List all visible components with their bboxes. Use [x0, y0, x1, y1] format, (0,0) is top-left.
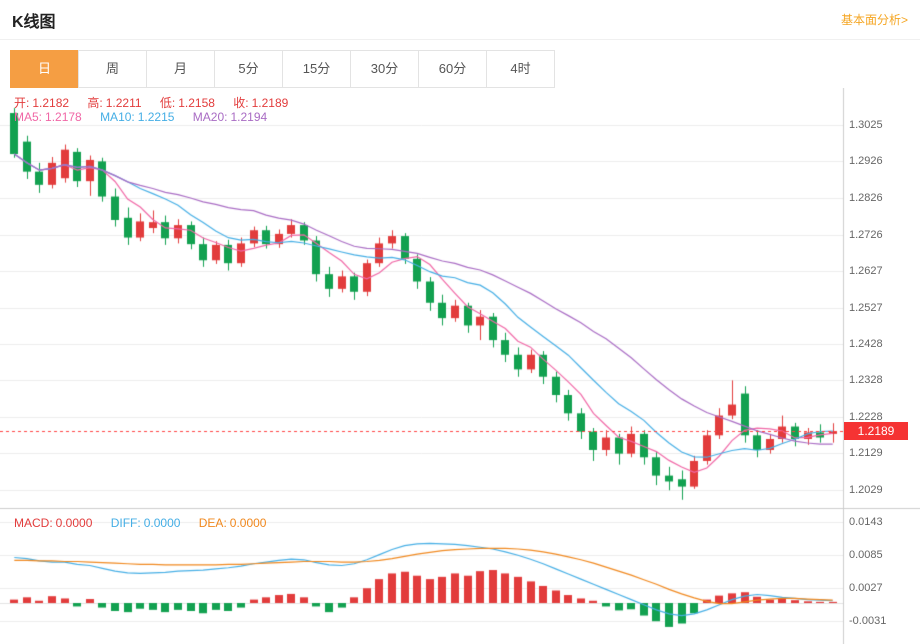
y-tick-label: 1.2029	[849, 484, 883, 496]
tab-60分[interactable]: 60分	[418, 50, 487, 88]
y-tick-label: 1.2627	[849, 265, 883, 277]
ma10-item: MA10: 1.2215	[100, 110, 177, 124]
macd-legend: MACD: 0.0000 DIFF: 0.0000 DEA: 0.0000	[14, 516, 281, 530]
ma5-value: 1.2178	[45, 110, 82, 124]
ohlc-close-value: 1.2189	[251, 96, 289, 110]
y-tick-label: 1.2228	[849, 411, 883, 423]
ohlc-low-value: 1.2158	[178, 96, 215, 110]
ma20-item: MA20: 1.2194	[193, 110, 270, 124]
timeframe-tabs: 日周月 5分 15分 30分 60分 4时	[10, 50, 920, 88]
macd-item: MACD: 0.0000	[14, 516, 95, 530]
page-title: K线图	[12, 13, 56, 31]
ma-legend: MA5: 1.2178 MA10: 1.2215 MA20: 1.2194	[14, 110, 282, 124]
y-tick-label: 0.0085	[849, 549, 883, 561]
tab-30分[interactable]: 30分	[350, 50, 419, 88]
tab-5分[interactable]: 5分	[214, 50, 283, 88]
y-tick-label: 1.2926	[849, 155, 883, 167]
ohlc-low-label: 低:	[159, 96, 176, 110]
ohlc-low: 低: 1.2158	[160, 96, 218, 110]
kline-canvas[interactable]	[0, 88, 920, 644]
ma10-value: 1.2215	[137, 110, 175, 124]
y-tick-label: 1.2129	[849, 447, 883, 459]
y-tick-label: 0.0143	[849, 516, 883, 528]
ohlc-open-value: 1.2182	[32, 96, 70, 110]
current-price-tag: 1.2189	[844, 422, 908, 440]
diff-item: DIFF: 0.0000	[111, 516, 184, 530]
dea-label: DEA:	[198, 516, 227, 530]
tab-4时[interactable]: 4时	[486, 50, 555, 88]
page-header: K线图 基本面分析>	[0, 0, 920, 40]
ohlc-close-label: 收:	[233, 96, 249, 110]
y-tick-label: 0.0027	[849, 582, 883, 594]
tab-月[interactable]: 月	[146, 50, 215, 88]
ma5-item: MA5: 1.2178	[14, 110, 85, 124]
ma5-label: MA5:	[14, 110, 43, 124]
y-tick-label: -0.0031	[849, 615, 887, 627]
ma20-value: 1.2194	[230, 110, 268, 124]
ohlc-high-label: 高:	[87, 96, 103, 110]
tab-日[interactable]: 日	[10, 50, 79, 88]
macd-label: MACD:	[14, 516, 53, 530]
dea-value: 0.0000	[229, 516, 267, 530]
kline-chart-area: 开: 1.2182 高: 1.2211 低: 1.2158 收: 1.2189 MA5:…	[0, 88, 920, 644]
ohlc-open: 开: 1.2182	[14, 96, 72, 110]
y-tick-label: 1.2527	[849, 302, 883, 314]
fundamental-analysis-link[interactable]: 基本面分析>	[840, 13, 908, 27]
macd-value: 0.0000	[55, 516, 93, 530]
dea-item: DEA: 0.0000	[199, 516, 270, 530]
diff-label: DIFF:	[110, 516, 141, 530]
ohlc-high-value: 1.2211	[105, 96, 142, 110]
tab-15分[interactable]: 15分	[282, 50, 351, 88]
y-tick-label: 1.3025	[849, 119, 883, 131]
diff-value: 0.0000	[143, 516, 181, 530]
ma10-label: MA10:	[100, 110, 135, 124]
ma20-label: MA20:	[192, 110, 228, 124]
ohlc-open-label: 开:	[14, 96, 30, 110]
ohlc-close: 收: 1.2189	[233, 96, 291, 110]
y-tick-label: 1.2726	[849, 229, 883, 241]
y-tick-label: 1.2428	[849, 338, 883, 350]
ohlc-legend: 开: 1.2182 高: 1.2211 低: 1.2158 收: 1.2189	[14, 94, 303, 111]
y-tick-label: 1.2328	[849, 374, 883, 386]
y-tick-label: 1.2826	[849, 192, 883, 204]
ohlc-high: 高: 1.2211	[87, 96, 144, 110]
tab-周[interactable]: 周	[78, 50, 147, 88]
